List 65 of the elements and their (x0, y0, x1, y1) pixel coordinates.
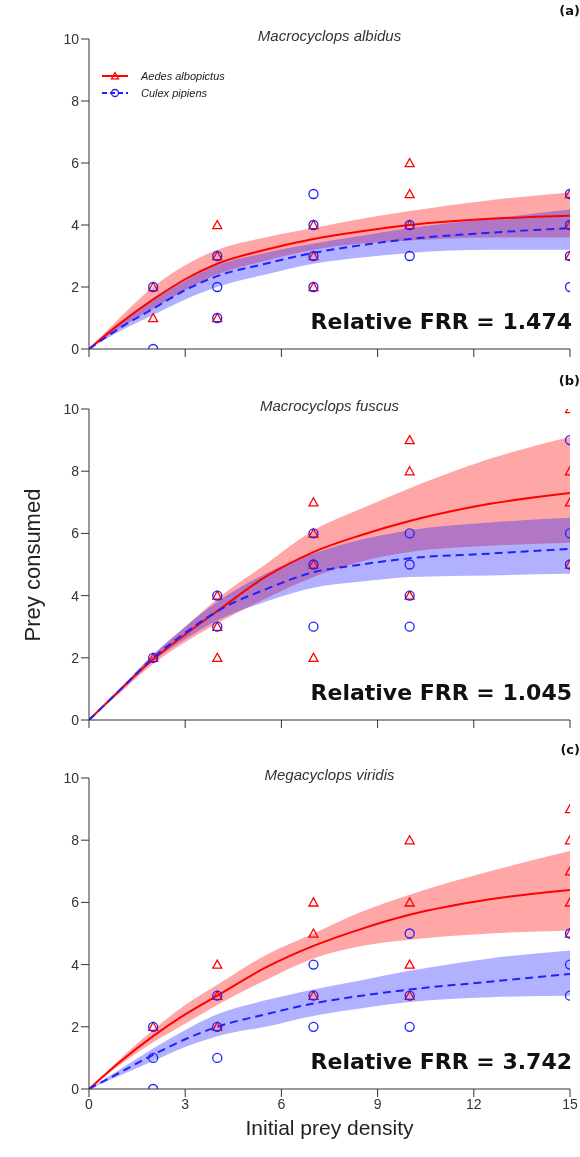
point (404, 157, 415, 168)
x-tick-label: 12 (466, 1095, 482, 1112)
y-tick-label: 2 (71, 278, 80, 295)
chart-title: Megacyclops viridis (263, 766, 396, 783)
x-tick-label: 15 (562, 1095, 578, 1112)
text: (b) (558, 373, 580, 388)
y-tick-label: 8 (71, 832, 80, 849)
point (404, 835, 415, 845)
text: (a) (559, 3, 580, 18)
y-tick-label: 0 (71, 1080, 80, 1097)
y-tick-label: 4 (71, 216, 80, 233)
point (404, 188, 415, 199)
point (404, 559, 415, 570)
point (212, 959, 223, 969)
point (404, 250, 415, 262)
annotation: Relative FRR = 1.045 (310, 680, 572, 705)
y-tick-label: 6 (71, 525, 80, 542)
point (404, 621, 415, 632)
y-axis-title: Prey consumed (20, 487, 46, 643)
point (147, 1052, 159, 1064)
point (404, 466, 415, 476)
point (308, 1021, 319, 1032)
legend-label: Aedes albopictus (141, 69, 225, 82)
y-tick-label: 8 (71, 463, 80, 480)
point (308, 897, 319, 907)
point (404, 959, 415, 969)
point (147, 312, 159, 323)
point (308, 652, 319, 663)
y-tick-label: 2 (71, 1018, 80, 1035)
point (308, 621, 319, 632)
point (212, 652, 223, 663)
y-tick-label: 4 (71, 587, 80, 604)
y-tick-label: 8 (71, 92, 80, 109)
point (308, 188, 319, 200)
point (404, 897, 415, 907)
point (404, 528, 415, 539)
point (404, 434, 415, 445)
text: (c) (560, 742, 580, 757)
point (404, 928, 415, 939)
y-tick-label: 6 (71, 894, 80, 911)
x-tick-label: 0 (85, 1095, 94, 1112)
annotation: Relative FRR = 1.474 (310, 309, 572, 334)
chart-title: Macrocyclops albidus (256, 27, 403, 44)
y-tick-label: 4 (71, 956, 80, 973)
point (308, 928, 319, 938)
x-tick-label: 6 (277, 1095, 286, 1112)
y-tick-label: 10 (63, 400, 80, 417)
point (308, 497, 319, 507)
point (212, 219, 223, 230)
y-tick-label: 2 (71, 649, 80, 666)
point (212, 281, 223, 293)
y-tick-label: 10 (63, 769, 80, 786)
y-tick-label: 10 (63, 30, 80, 47)
point (212, 1052, 223, 1064)
annotation: Relative FRR = 3.742 (310, 1049, 572, 1074)
x-tick-label: 3 (181, 1095, 190, 1112)
x-axis-title: Initial prey density (245, 1116, 415, 1139)
y-tick-label: 6 (71, 154, 80, 171)
chart-title: Macrocyclops fuscus (258, 397, 401, 414)
legend-label: Culex pipiens (141, 86, 208, 99)
point (404, 1021, 415, 1032)
y-tick-label: 0 (71, 711, 80, 728)
point (308, 959, 319, 970)
y-tick-label: 0 (71, 340, 80, 357)
x-tick-label: 9 (373, 1095, 382, 1112)
